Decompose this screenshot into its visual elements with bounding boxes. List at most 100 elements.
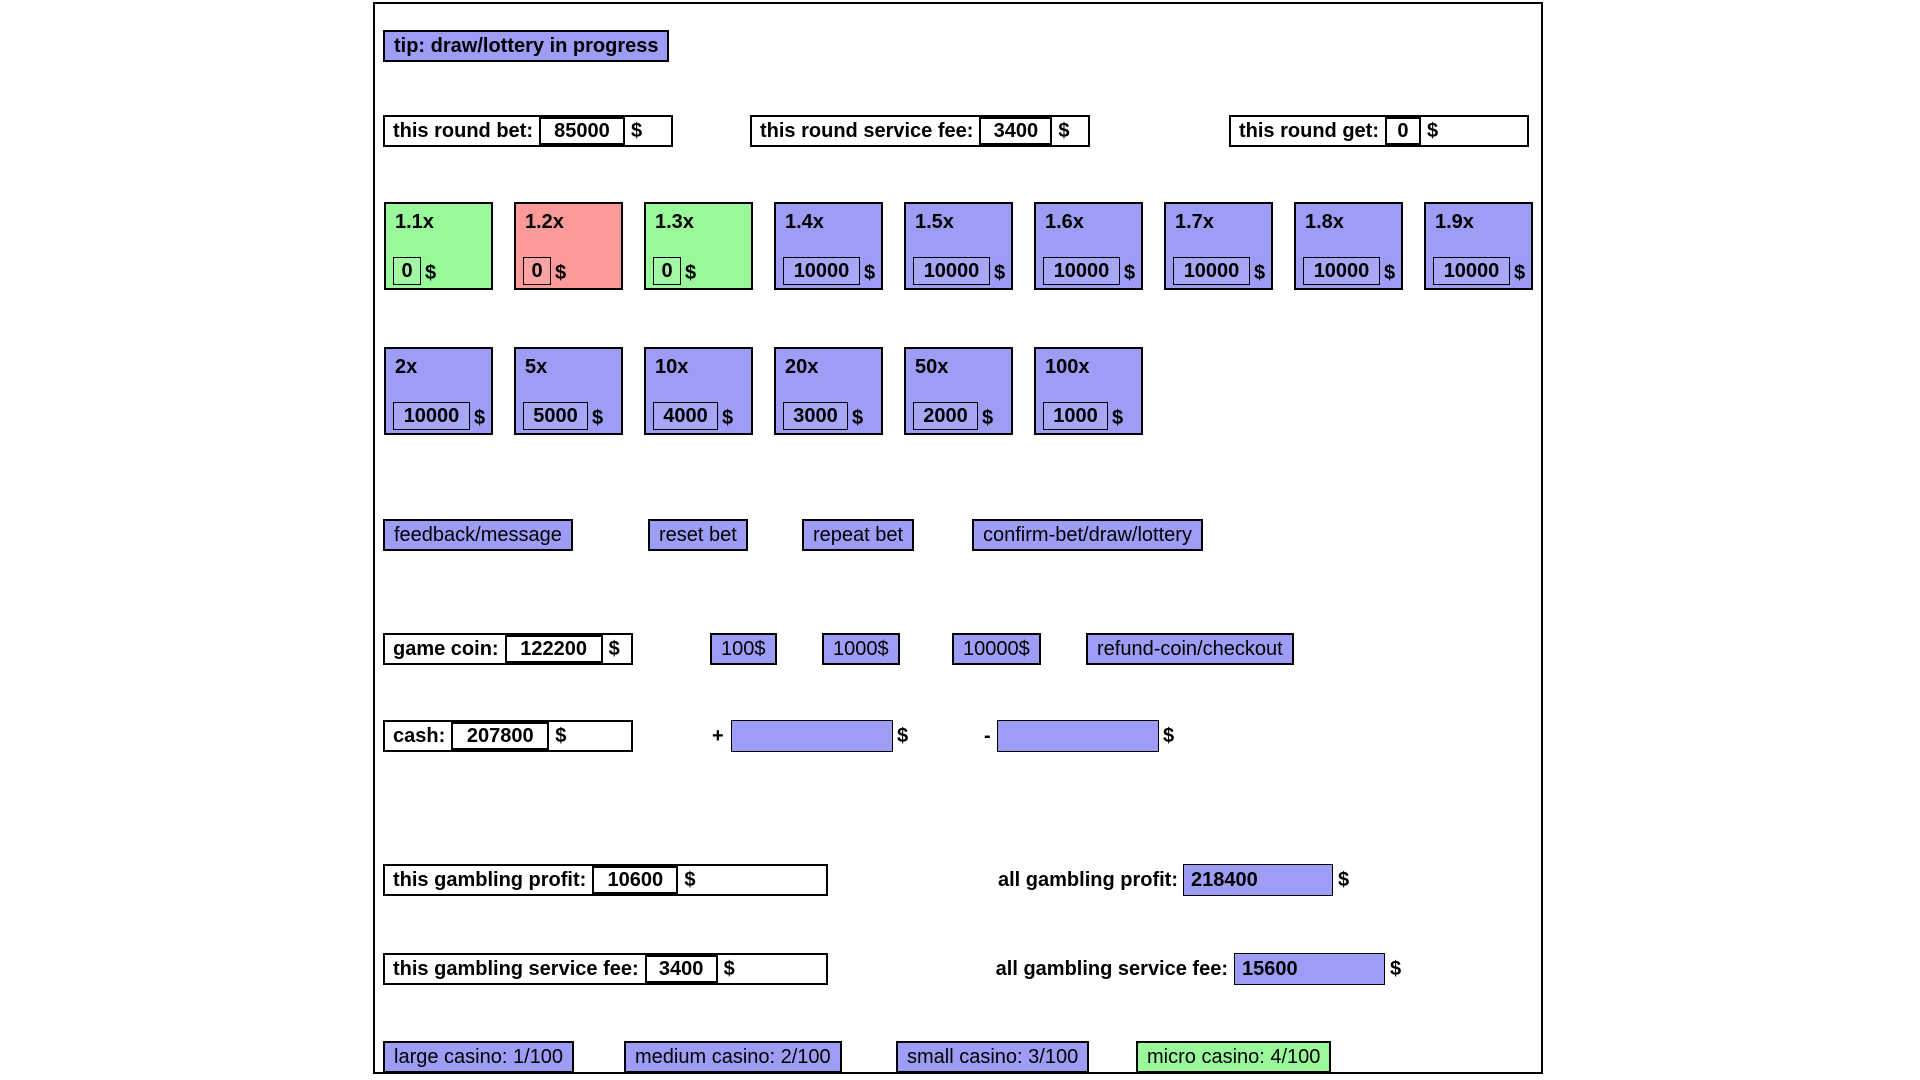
multiplier-bet-input[interactable]: 3000 xyxy=(783,402,848,430)
dollar-sign: $ xyxy=(425,262,437,284)
multiplier-box-1.5x[interactable]: 1.5x 10000 $ xyxy=(904,202,1013,290)
multiplier-box-2x[interactable]: 2x 10000 $ xyxy=(384,347,493,435)
add-coin-10000-button[interactable]: 10000$ xyxy=(952,633,1041,665)
dollar-sign: $ xyxy=(897,725,909,747)
dollar-sign: $ xyxy=(723,957,735,980)
cash-plus-input[interactable] xyxy=(731,720,893,752)
all-gambling-service-fee-label: all gambling service fee: xyxy=(995,958,1228,980)
multiplier-bet-input[interactable]: 0 xyxy=(653,257,681,285)
all-gambling-service-fee-value: 15600 xyxy=(1234,953,1385,985)
multiplier-box-5x[interactable]: 5x 5000 $ xyxy=(514,347,623,435)
multiplier-bet-input[interactable]: 10000 xyxy=(1173,257,1250,285)
cash-minus-input[interactable] xyxy=(997,720,1159,752)
this-gambling-profit-box: this gambling profit: 10600 $ xyxy=(383,864,828,896)
all-gambling-profit-label: all gambling profit: xyxy=(998,869,1178,891)
round-get-value: 0 xyxy=(1384,117,1421,145)
multiplier-bet-input[interactable]: 0 xyxy=(393,257,421,285)
multiplier-bet-input[interactable]: 10000 xyxy=(1043,257,1120,285)
this-gambling-service-fee-label: this gambling service fee: xyxy=(393,957,639,980)
multiplier-box-10x[interactable]: 10x 4000 $ xyxy=(644,347,753,435)
dollar-sign: $ xyxy=(685,262,697,284)
multiplier-bet-input[interactable]: 10000 xyxy=(913,257,990,285)
medium-casino-button[interactable]: medium casino: 2/100 xyxy=(624,1041,842,1073)
dollar-sign: $ xyxy=(1124,262,1136,284)
multiplier-label: 1.9x xyxy=(1435,211,1474,233)
tip-status: tip: draw/lottery in progress xyxy=(383,30,670,62)
dollar-sign: $ xyxy=(1112,407,1124,429)
cash-label: cash: xyxy=(393,724,446,747)
multiplier-box-1.1x[interactable]: 1.1x 0 $ xyxy=(384,202,493,290)
round-service-fee-label: this round service fee: xyxy=(760,119,974,142)
reset-bet-button[interactable]: reset bet xyxy=(648,519,748,551)
multiplier-box-1.9x[interactable]: 1.9x 10000 $ xyxy=(1424,202,1533,290)
refund-coin-checkout-button[interactable]: refund-coin/checkout xyxy=(1086,633,1294,665)
multiplier-label: 1.3x xyxy=(655,211,694,233)
multiplier-label: 1.7x xyxy=(1175,211,1214,233)
all-gambling-profit-value: 218400 xyxy=(1183,864,1333,896)
confirm-bet-draw-lottery-button[interactable]: confirm-bet/draw/lottery xyxy=(972,519,1203,551)
minus-sign: - xyxy=(984,725,991,747)
multiplier-bet-input[interactable]: 10000 xyxy=(1303,257,1380,285)
multiplier-label: 100x xyxy=(1045,356,1090,378)
micro-casino-button[interactable]: micro casino: 4/100 xyxy=(1136,1041,1332,1073)
this-gambling-service-fee-box: this gambling service fee: 3400 $ xyxy=(383,953,828,985)
multiplier-bet-input[interactable]: 0 xyxy=(523,257,551,285)
dollar-sign: $ xyxy=(630,119,643,142)
multiplier-box-1.2x[interactable]: 1.2x 0 $ xyxy=(514,202,623,290)
add-coin-100-button[interactable]: 100$ xyxy=(710,633,777,665)
multiplier-box-1.3x[interactable]: 1.3x 0 $ xyxy=(644,202,753,290)
round-bet-label: this round bet: xyxy=(393,119,533,142)
multiplier-label: 1.2x xyxy=(525,211,564,233)
plus-sign: + xyxy=(712,725,724,747)
round-get-label: this round get: xyxy=(1239,119,1379,142)
add-coin-1000-button[interactable]: 1000$ xyxy=(822,633,900,665)
dollar-sign: $ xyxy=(852,407,864,429)
dollar-sign: $ xyxy=(1058,119,1070,142)
dollar-sign: $ xyxy=(722,407,734,429)
multiplier-box-1.7x[interactable]: 1.7x 10000 $ xyxy=(1164,202,1273,290)
dollar-sign: $ xyxy=(555,724,567,747)
feedback-message-button[interactable]: feedback/message xyxy=(383,519,573,551)
dollar-sign: $ xyxy=(592,407,604,429)
dollar-sign: $ xyxy=(1426,119,1439,142)
multiplier-bet-input[interactable]: 1000 xyxy=(1043,402,1108,430)
multiplier-box-20x[interactable]: 20x 3000 $ xyxy=(774,347,883,435)
multiplier-box-100x[interactable]: 100x 1000 $ xyxy=(1034,347,1143,435)
round-service-fee-box: this round service fee: 3400 $ xyxy=(750,115,1090,147)
multiplier-label: 1.5x xyxy=(915,211,954,233)
cash-value: 207800 xyxy=(451,722,550,750)
multiplier-bet-input[interactable]: 2000 xyxy=(913,402,978,430)
this-gambling-profit-label: this gambling profit: xyxy=(393,868,587,891)
dollar-sign: $ xyxy=(1338,869,1350,891)
dollar-sign: $ xyxy=(684,868,696,891)
multiplier-bet-input[interactable]: 5000 xyxy=(523,402,588,430)
multiplier-bet-input[interactable]: 10000 xyxy=(783,257,860,285)
multiplier-bet-input[interactable]: 10000 xyxy=(1433,257,1510,285)
multiplier-label: 50x xyxy=(915,356,949,378)
multiplier-label: 20x xyxy=(785,356,819,378)
small-casino-button[interactable]: small casino: 3/100 xyxy=(896,1041,1090,1073)
multiplier-box-50x[interactable]: 50x 2000 $ xyxy=(904,347,1013,435)
dollar-sign: $ xyxy=(1514,262,1526,284)
multiplier-box-1.6x[interactable]: 1.6x 10000 $ xyxy=(1034,202,1143,290)
dollar-sign: $ xyxy=(994,262,1006,284)
round-service-fee-value: 3400 xyxy=(979,117,1053,145)
multiplier-label: 1.4x xyxy=(785,211,824,233)
dollar-sign: $ xyxy=(1163,725,1175,747)
multiplier-label: 1.6x xyxy=(1045,211,1084,233)
dollar-sign: $ xyxy=(555,262,567,284)
round-bet-box: this round bet: 85000 $ xyxy=(383,115,673,147)
repeat-bet-button[interactable]: repeat bet xyxy=(802,519,915,551)
large-casino-button[interactable]: large casino: 1/100 xyxy=(383,1041,575,1073)
multiplier-bet-input[interactable]: 10000 xyxy=(393,402,470,430)
multiplier-box-1.8x[interactable]: 1.8x 10000 $ xyxy=(1294,202,1403,290)
game-coin-value: 122200 xyxy=(504,635,603,663)
this-gambling-profit-value: 10600 xyxy=(592,866,679,894)
multiplier-box-1.4x[interactable]: 1.4x 10000 $ xyxy=(774,202,883,290)
round-get-box: this round get: 0 $ xyxy=(1229,115,1529,147)
multiplier-bet-input[interactable]: 4000 xyxy=(653,402,718,430)
game-coin-box: game coin: 122200 $ xyxy=(383,633,633,665)
dollar-sign: $ xyxy=(608,637,620,660)
cash-box: cash: 207800 $ xyxy=(383,720,633,752)
